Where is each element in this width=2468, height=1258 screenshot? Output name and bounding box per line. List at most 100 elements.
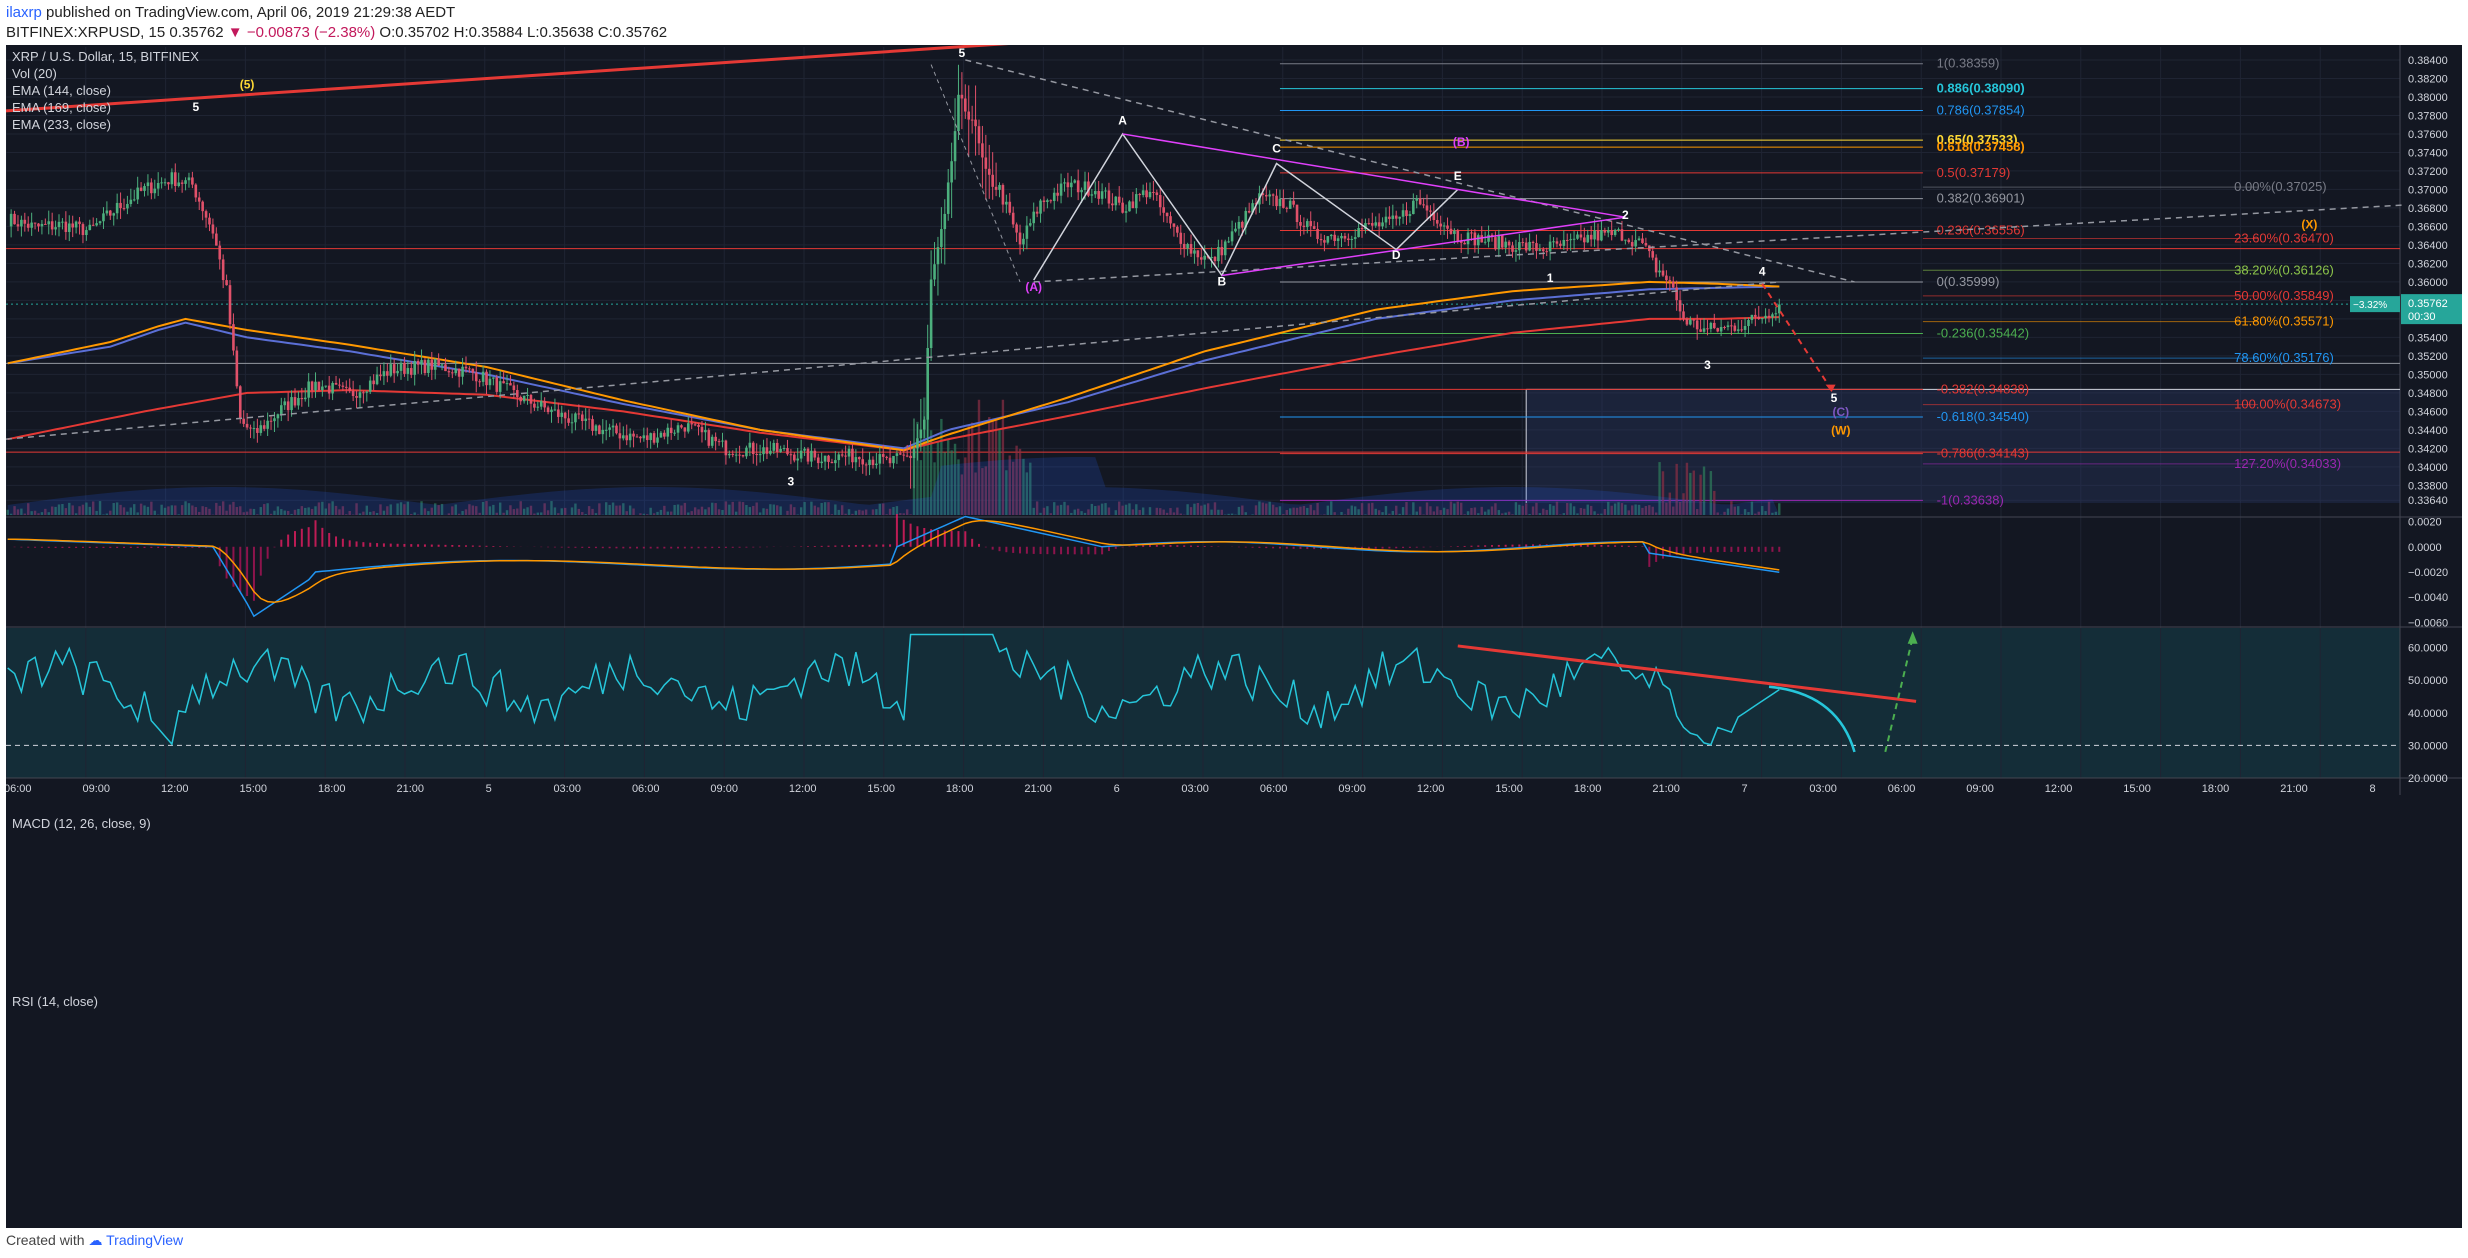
wave-label: (B): [1453, 135, 1470, 149]
volume-bar: [642, 513, 646, 515]
username-link[interactable]: ilaxrp: [6, 4, 42, 21]
candle-body: [1145, 190, 1148, 198]
macd-histogram-bar: [964, 531, 967, 547]
macd-histogram-bar: [930, 529, 933, 547]
macd-histogram-bar: [341, 538, 344, 547]
candle-body: [888, 457, 892, 464]
candle-body: [1141, 190, 1145, 196]
volume-bar: [553, 507, 557, 515]
volume-bar: [194, 507, 198, 515]
volume-bar: [950, 450, 953, 515]
time-axis-label: 18:00: [946, 783, 974, 795]
volume-bar: [1487, 509, 1490, 515]
candle-body: [1196, 250, 1200, 258]
volume-bar: [721, 509, 724, 515]
candle-body: [1459, 241, 1463, 243]
candle-body: [1234, 228, 1237, 232]
volume-bar: [916, 421, 919, 515]
rsi-axis-label: 30.0000: [2408, 740, 2448, 752]
volume-bar: [273, 510, 276, 515]
volume-bar: [923, 397, 926, 515]
time-axis-label: 12:00: [161, 783, 189, 795]
candle-body: [1771, 314, 1774, 318]
candle-body: [587, 418, 591, 420]
volume-bar: [683, 502, 687, 515]
volume-bar: [187, 503, 191, 515]
candle-body: [430, 359, 434, 370]
volume-bar: [947, 440, 950, 515]
volume-bar: [1726, 508, 1730, 515]
candle-body: [916, 438, 919, 449]
volume-bar: [1559, 514, 1562, 515]
macd-legend[interactable]: MACD (12, 26, close, 9): [12, 816, 151, 831]
wave-label: 3: [788, 474, 795, 488]
volume-bar: [1046, 506, 1049, 515]
candle-body: [751, 442, 755, 455]
volume-bar: [119, 504, 122, 515]
macd-histogram-bar: [68, 546, 71, 548]
tradingview-link[interactable]: TradingView: [106, 1232, 184, 1248]
macd-histogram-bar: [150, 546, 153, 549]
candle-body: [409, 368, 413, 375]
volume-bar: [1466, 511, 1470, 515]
candle-body: [929, 279, 933, 349]
candle-body: [1689, 319, 1692, 325]
candle-body: [1282, 198, 1285, 208]
macd-histogram-bar: [170, 546, 173, 549]
volume-bar: [1289, 508, 1292, 515]
volume-bar: [1275, 507, 1278, 515]
volume-bar: [1193, 503, 1196, 515]
candle-body: [331, 382, 334, 394]
volume-bar: [1603, 509, 1607, 515]
macd-histogram-bar: [1778, 546, 1781, 552]
candle-body: [252, 428, 256, 430]
macd-histogram-bar: [1456, 546, 1459, 547]
volume-bar: [516, 508, 519, 515]
volume-bar: [64, 508, 68, 515]
volume-bar: [464, 509, 468, 515]
volume-bar: [776, 505, 779, 515]
volume-bar: [413, 512, 416, 515]
ema233-legend[interactable]: EMA (233, close): [12, 117, 111, 132]
rsi-legend[interactable]: RSI (14, close): [12, 994, 98, 1009]
chart-area[interactable]: 1(0.38359) 0.886(0.38090) 0.786(0.37854) 0.…: [6, 45, 2462, 1228]
volume-bar: [1323, 514, 1326, 515]
candle-body: [580, 414, 584, 422]
volume-bar: [174, 505, 177, 515]
volume-bar: [1128, 503, 1131, 515]
candle-body: [1367, 223, 1371, 225]
volume-bar: [109, 510, 112, 515]
volume-bar: [365, 505, 369, 515]
volume-bar: [851, 513, 854, 515]
volume-bar: [823, 502, 827, 515]
macd-histogram-bar: [1490, 545, 1493, 547]
candle-body: [119, 202, 122, 209]
volume-bar: [526, 507, 529, 515]
macd-histogram-bar: [1477, 545, 1480, 547]
volume-bar: [858, 509, 861, 515]
candle-body: [789, 454, 793, 456]
volume-bar: [1200, 505, 1203, 515]
ema169-legend[interactable]: EMA (169, close): [12, 100, 111, 115]
volume-bar: [437, 505, 440, 515]
candle-body: [464, 366, 468, 369]
macd-histogram-bar: [164, 546, 167, 549]
volume-bar: [1097, 505, 1100, 515]
macd-histogram-bar: [1210, 546, 1213, 547]
candle-body: [1217, 246, 1220, 262]
price-chart-svg[interactable]: 1(0.38359) 0.886(0.38090) 0.786(0.37854) 0.…: [6, 45, 2462, 1228]
candle-body: [1316, 228, 1319, 239]
candle-body: [615, 425, 618, 434]
macd-histogram-bar: [417, 544, 420, 547]
candle-body: [1463, 242, 1466, 245]
candle-body: [1668, 280, 1672, 282]
price-axis-label: 0.37600: [2408, 129, 2448, 141]
volume-bar: [663, 505, 666, 515]
symbol-label: BITFINEX:XRPUSD, 15: [6, 24, 166, 41]
volume-bar: [755, 502, 758, 515]
candle-body: [160, 182, 163, 184]
volume-bar: [919, 460, 923, 515]
volume-legend[interactable]: Vol (20): [12, 66, 57, 81]
ema144-legend[interactable]: EMA (144, close): [12, 83, 111, 98]
volume-bar: [533, 513, 536, 515]
